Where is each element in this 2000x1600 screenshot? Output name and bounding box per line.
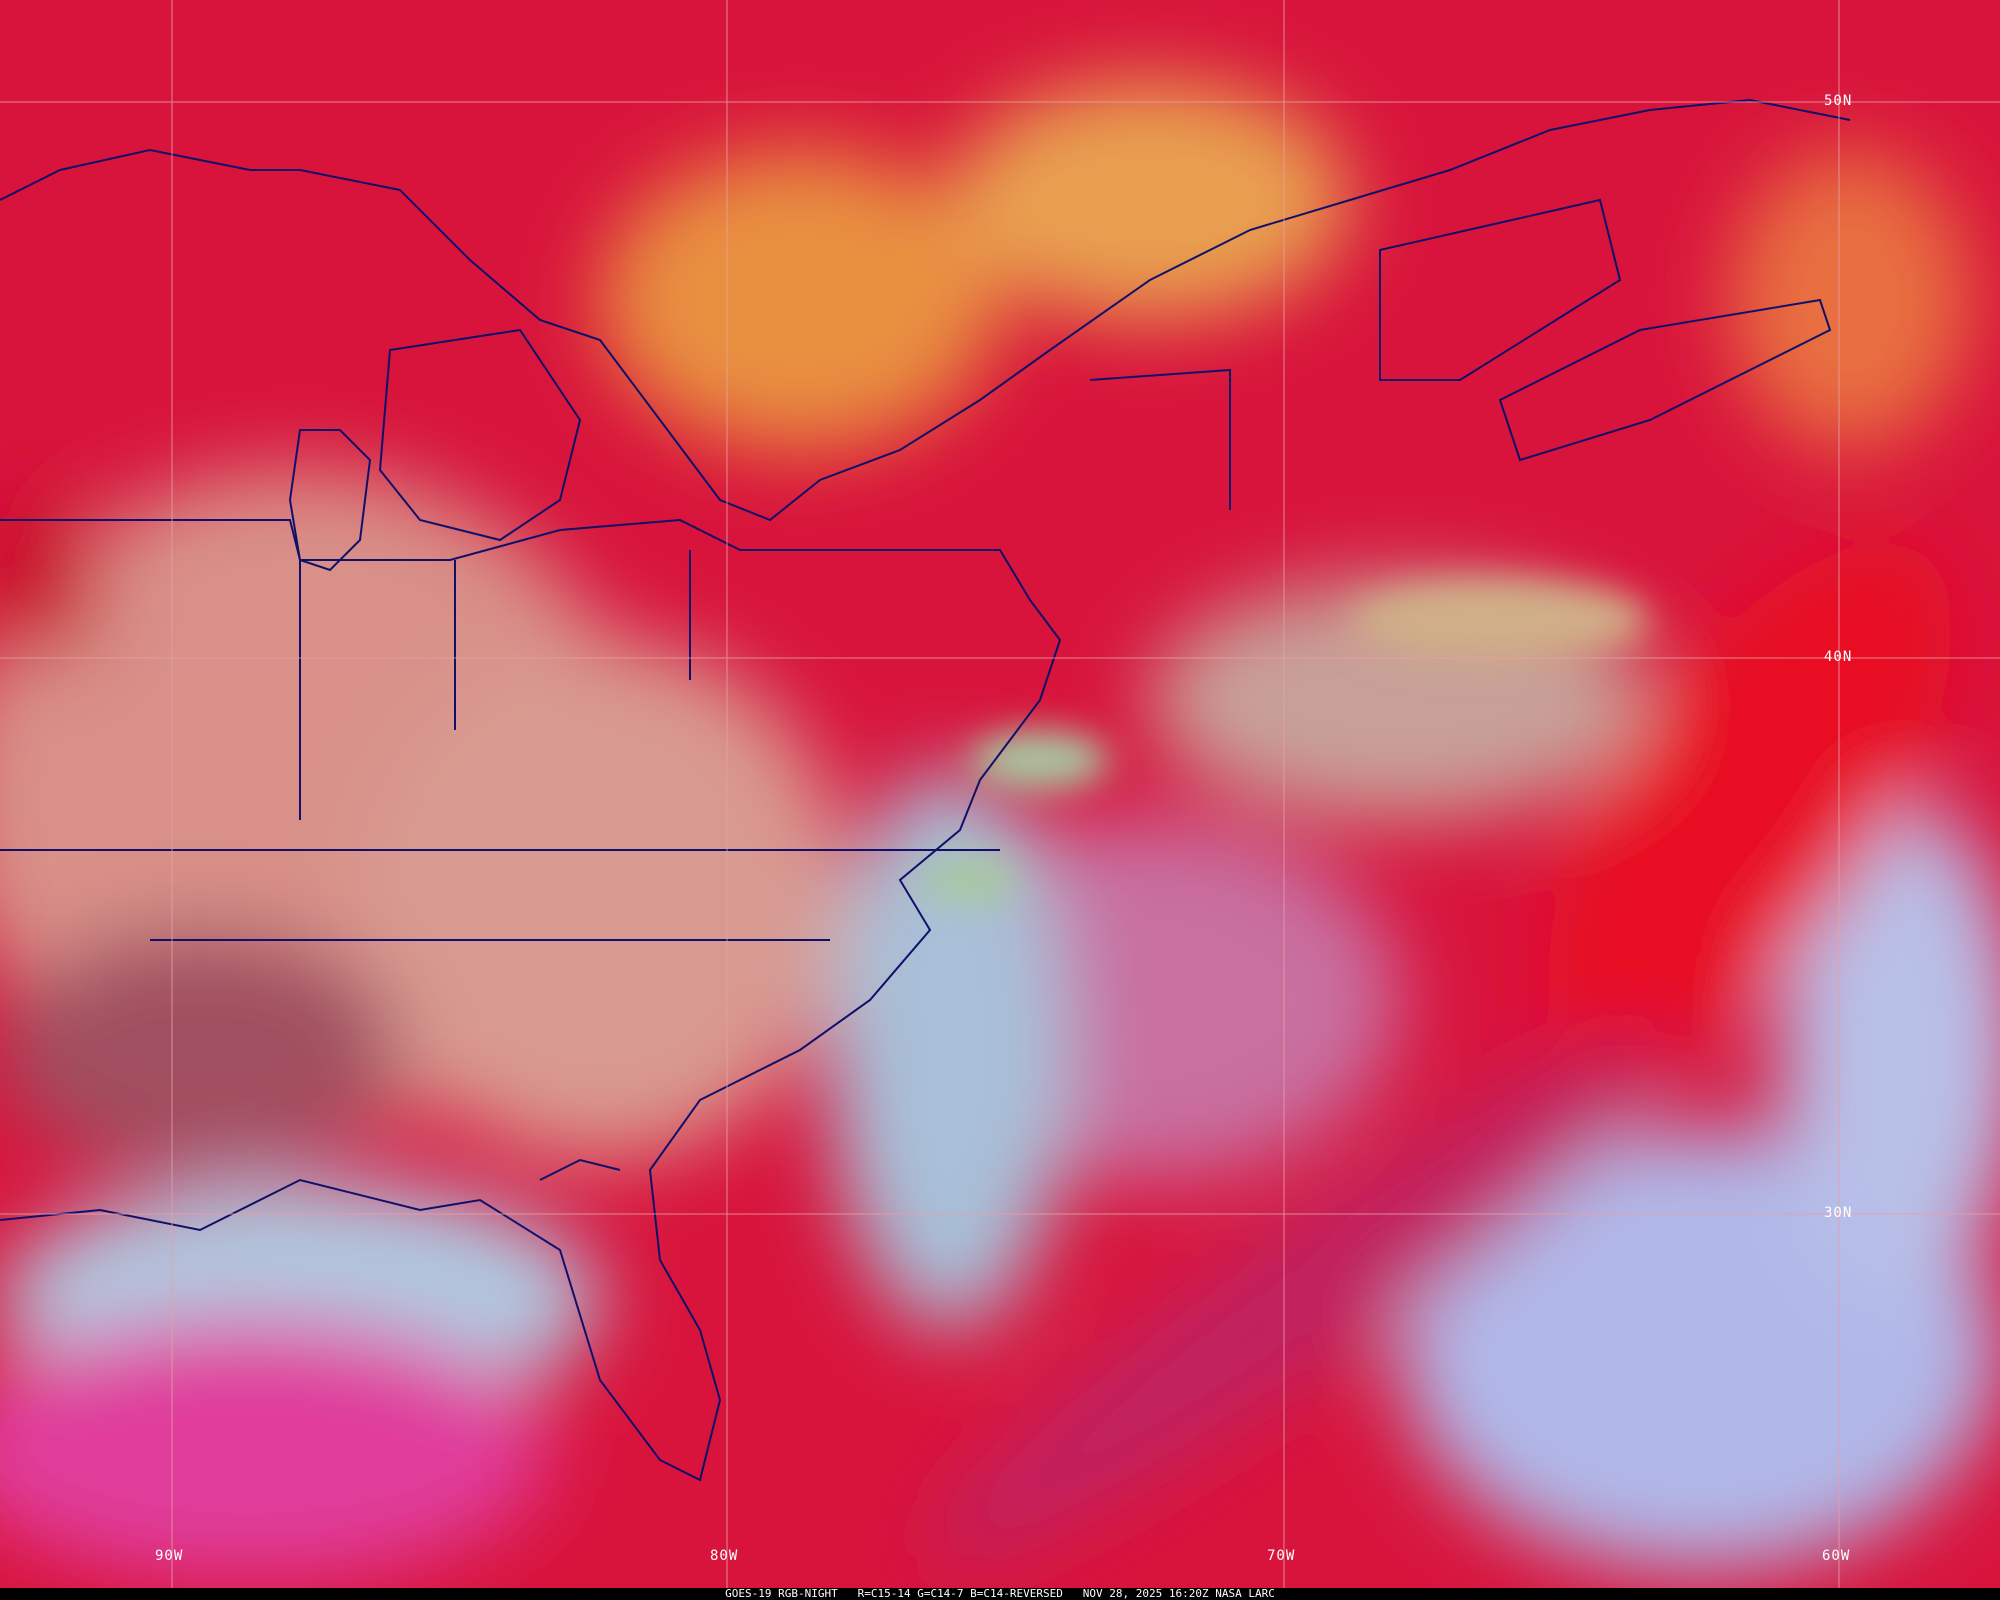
latitude-label-40n: 40N [1824, 649, 1853, 665]
longitude-label-80w: 80W [710, 1548, 739, 1564]
political-borders [0, 98, 1851, 1482]
latitude-label-50n: 50N [1824, 93, 1853, 109]
longitude-label-60w: 60W [1822, 1548, 1851, 1564]
latitude-label-30n: 30N [1824, 1205, 1853, 1221]
image-caption-bar: GOES-19 RGB-NIGHT R=C15-14 G=C14-7 B=C14… [0, 1588, 2000, 1600]
longitude-label-70w: 70W [1267, 1548, 1296, 1564]
product-name: RGB-NIGHT [778, 1587, 838, 1600]
satellite-name: GOES-19 [725, 1587, 772, 1600]
image-source: NASA LARC [1215, 1587, 1275, 1600]
longitude-label-90w: 90W [155, 1548, 184, 1564]
image-datetime: NOV 28, 2025 16:20Z [1082, 1587, 1209, 1600]
channel-recipe: R=C15-14 G=C14-7 B=C14-REVERSED [857, 1587, 1063, 1600]
